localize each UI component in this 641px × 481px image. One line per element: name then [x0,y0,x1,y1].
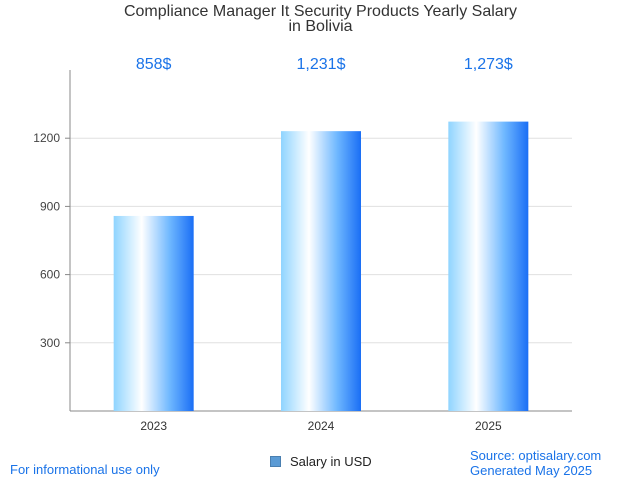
bar-2025 [448,121,529,411]
legend-swatch [270,456,281,467]
legend: Salary in USD [270,454,372,469]
x-tick-label: 2024 [308,419,335,433]
disclaimer-text: For informational use only [10,462,160,477]
y-tick-label: 600 [40,268,60,282]
generated-date: Generated May 2025 [470,463,593,478]
y-tick-label: 300 [40,336,60,350]
bar-2023 [113,215,194,411]
source-block: Source: optisalary.com Generated May 202… [470,448,601,478]
source-link[interactable]: Source: optisalary.com [470,448,602,463]
x-tick-label: 2023 [140,419,167,433]
data-label: 1,273$ [464,56,513,73]
data-label: 1,231$ [297,56,346,73]
y-tick-label: 900 [40,199,60,213]
bar-2024 [281,131,361,412]
legend-label: Salary in USD [290,454,372,469]
y-tick-label: 1200 [33,131,60,145]
chart-title-line-2: in Bolivia [288,18,353,35]
x-tick-label: 2025 [475,419,502,433]
data-label: 858$ [136,56,172,73]
chart-title: Compliance Manager It Security Products … [0,3,641,35]
chart-title-line-1: Compliance Manager It Security Products … [123,3,518,20]
